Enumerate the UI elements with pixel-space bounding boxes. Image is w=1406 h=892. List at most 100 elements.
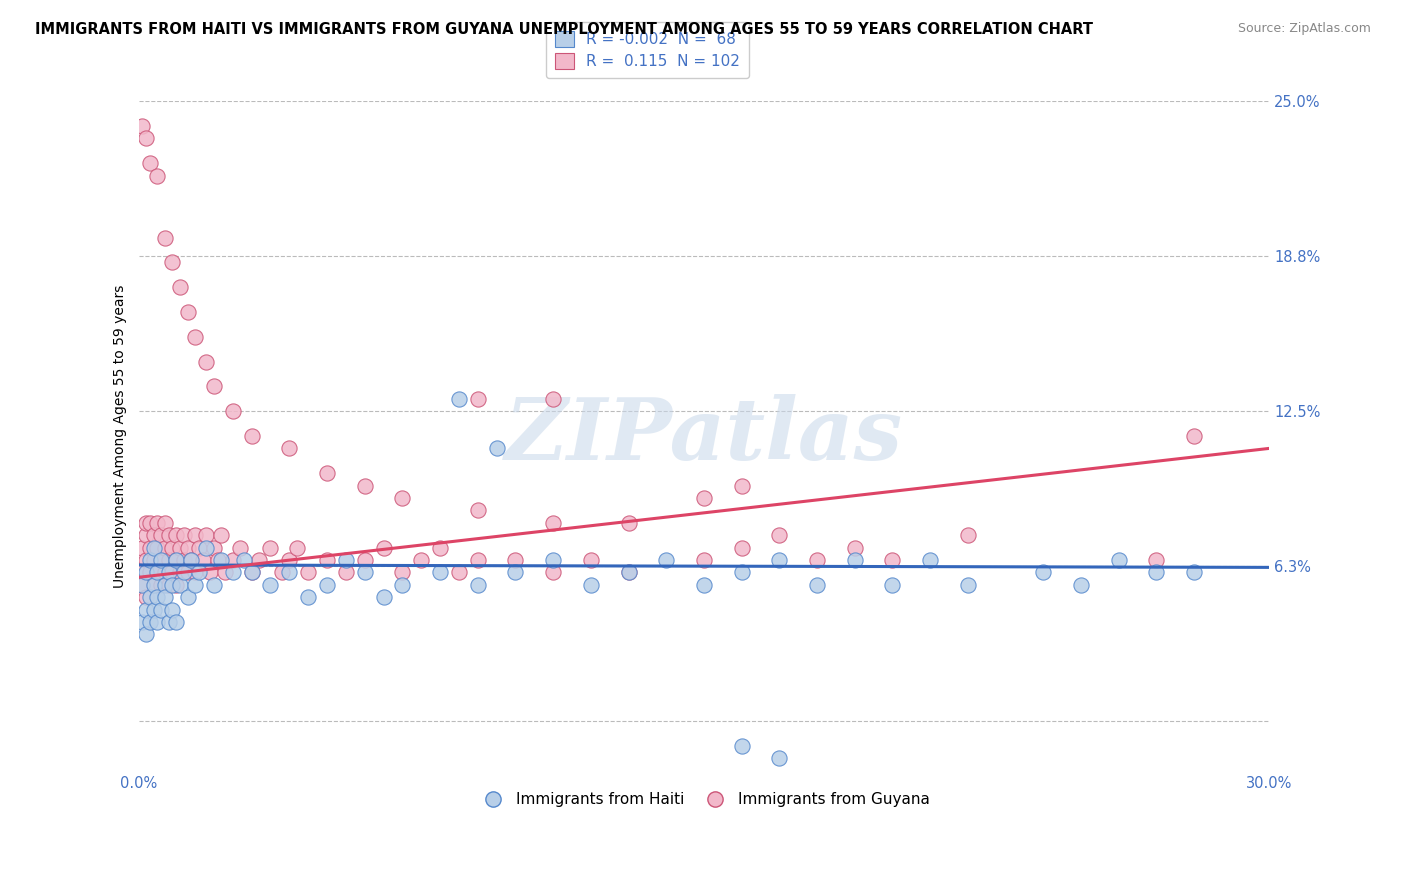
Point	[191, 553, 214, 567]
Point	[142, 578, 165, 592]
Point	[270, 566, 292, 580]
Point	[150, 553, 173, 567]
Point	[139, 615, 162, 629]
Point	[391, 491, 413, 505]
Point	[165, 528, 187, 542]
Point	[135, 590, 157, 604]
Point	[146, 169, 169, 183]
Point	[150, 528, 173, 542]
Point	[882, 578, 904, 592]
Point	[131, 566, 153, 580]
Point	[259, 541, 281, 555]
Point	[505, 553, 527, 567]
Point	[214, 566, 236, 580]
Point	[146, 516, 169, 530]
Y-axis label: Unemployment Among Ages 55 to 59 years: Unemployment Among Ages 55 to 59 years	[114, 285, 128, 588]
Point	[146, 541, 169, 555]
Point	[142, 541, 165, 555]
Point	[617, 566, 640, 580]
Point	[150, 553, 173, 567]
Point	[135, 553, 157, 567]
Point	[391, 578, 413, 592]
Point	[176, 541, 198, 555]
Point	[153, 566, 176, 580]
Point	[211, 553, 233, 567]
Point	[278, 553, 301, 567]
Point	[165, 553, 187, 567]
Point	[195, 354, 218, 368]
Point	[278, 566, 301, 580]
Point	[297, 590, 319, 604]
Point	[229, 541, 252, 555]
Point	[187, 566, 209, 580]
Point	[240, 566, 263, 580]
Point	[730, 566, 752, 580]
Point	[153, 230, 176, 244]
Point	[768, 553, 790, 567]
Text: Source: ZipAtlas.com: Source: ZipAtlas.com	[1237, 22, 1371, 36]
Point	[184, 566, 207, 580]
Point	[139, 516, 162, 530]
Point	[157, 615, 180, 629]
Point	[165, 615, 187, 629]
Point	[541, 392, 564, 406]
Point	[411, 553, 433, 567]
Point	[162, 578, 184, 592]
Point	[169, 280, 191, 294]
Point	[139, 566, 162, 580]
Point	[202, 379, 225, 393]
Point	[153, 578, 176, 592]
Point	[391, 566, 413, 580]
Text: ZIPatlas: ZIPatlas	[505, 394, 903, 478]
Point	[240, 566, 263, 580]
Point	[316, 578, 339, 592]
Point	[222, 566, 245, 580]
Point	[353, 566, 375, 580]
Point	[180, 553, 202, 567]
Point	[146, 566, 169, 580]
Point	[467, 578, 489, 592]
Point	[146, 566, 169, 580]
Text: IMMIGRANTS FROM HAITI VS IMMIGRANTS FROM GUYANA UNEMPLOYMENT AMONG AGES 55 TO 59: IMMIGRANTS FROM HAITI VS IMMIGRANTS FROM…	[35, 22, 1092, 37]
Point	[1182, 429, 1205, 443]
Point	[655, 553, 678, 567]
Point	[157, 566, 180, 580]
Point	[247, 553, 270, 567]
Point	[184, 578, 207, 592]
Point	[447, 392, 470, 406]
Point	[335, 566, 357, 580]
Point	[157, 578, 180, 592]
Point	[429, 566, 451, 580]
Point	[187, 541, 209, 555]
Point	[207, 553, 229, 567]
Point	[169, 541, 191, 555]
Point	[176, 590, 198, 604]
Point	[844, 553, 866, 567]
Point	[195, 528, 218, 542]
Point	[730, 541, 752, 555]
Point	[153, 590, 176, 604]
Point	[297, 566, 319, 580]
Point	[1144, 566, 1167, 580]
Point	[169, 578, 191, 592]
Point	[139, 541, 162, 555]
Point	[162, 566, 184, 580]
Point	[135, 627, 157, 641]
Point	[135, 566, 157, 580]
Point	[768, 751, 790, 765]
Point	[135, 602, 157, 616]
Point	[316, 466, 339, 480]
Point	[316, 553, 339, 567]
Point	[233, 553, 256, 567]
Point	[173, 566, 195, 580]
Point	[1108, 553, 1130, 567]
Point	[139, 590, 162, 604]
Point	[131, 578, 153, 592]
Point	[162, 255, 184, 269]
Point	[844, 541, 866, 555]
Point	[467, 503, 489, 517]
Point	[153, 541, 176, 555]
Point	[693, 578, 716, 592]
Point	[180, 553, 202, 567]
Point	[278, 442, 301, 456]
